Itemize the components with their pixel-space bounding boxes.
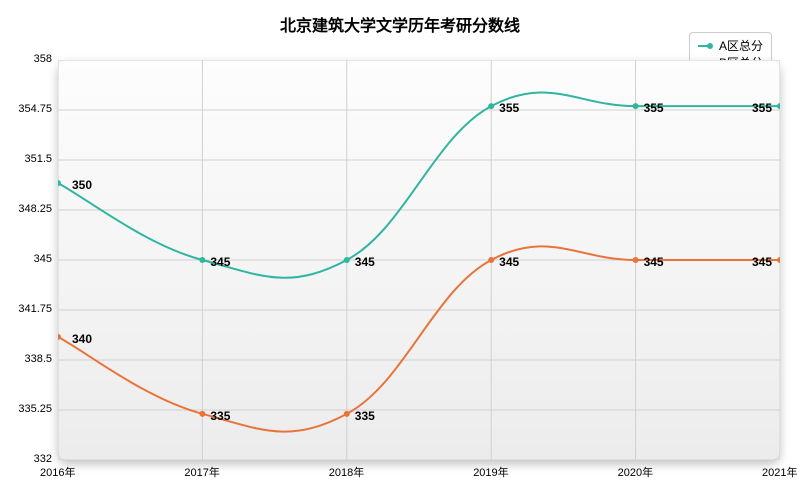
x-tick-label: 2020年 (618, 464, 653, 480)
data-label: 335 (353, 409, 377, 423)
data-label: 345 (497, 255, 521, 269)
data-label: 345 (353, 255, 377, 269)
y-tick-label: 338.5 (24, 353, 52, 365)
y-tick-label: 358 (34, 53, 52, 65)
data-point (777, 257, 780, 263)
x-tick-label: 2021年 (762, 464, 797, 480)
data-label: 345 (208, 255, 232, 269)
chart-svg (58, 60, 780, 460)
data-label: 345 (642, 255, 666, 269)
data-label: 355 (642, 101, 666, 115)
y-tick-label: 335.25 (18, 403, 52, 415)
data-label: 350 (70, 178, 94, 192)
y-tick-label: 351.5 (24, 153, 52, 165)
data-point (633, 257, 639, 263)
chart-title: 北京建筑大学文学历年考研分数线 (12, 12, 788, 36)
data-point (344, 257, 350, 263)
y-tick-label: 348.25 (18, 203, 52, 215)
x-tick-label: 2019年 (473, 464, 508, 480)
x-tick-label: 2018年 (329, 464, 364, 480)
data-label: 355 (497, 101, 521, 115)
chart-container: 北京建筑大学文学历年考研分数线 A区总分 B区总分 332335.25338.5… (0, 0, 800, 500)
data-label: 340 (70, 332, 94, 346)
data-point (488, 103, 494, 109)
data-point (777, 103, 780, 109)
data-point (199, 257, 205, 263)
data-label: 355 (750, 101, 774, 115)
data-label: 345 (750, 255, 774, 269)
legend-item-a: A区总分 (698, 37, 763, 54)
data-label: 335 (208, 409, 232, 423)
data-point (488, 257, 494, 263)
data-point (344, 411, 350, 417)
y-tick-label: 341.75 (18, 303, 52, 315)
data-point (633, 103, 639, 109)
plot-area (58, 60, 780, 460)
data-point (199, 411, 205, 417)
y-tick-label: 354.75 (18, 103, 52, 115)
x-tick-label: 2017年 (184, 464, 219, 480)
series-line (58, 246, 780, 431)
legend-marker-a (707, 43, 713, 49)
y-tick-label: 345 (34, 253, 52, 265)
x-tick-label: 2016年 (40, 464, 75, 480)
legend-label-a: A区总分 (719, 37, 763, 54)
series-line (58, 92, 780, 277)
